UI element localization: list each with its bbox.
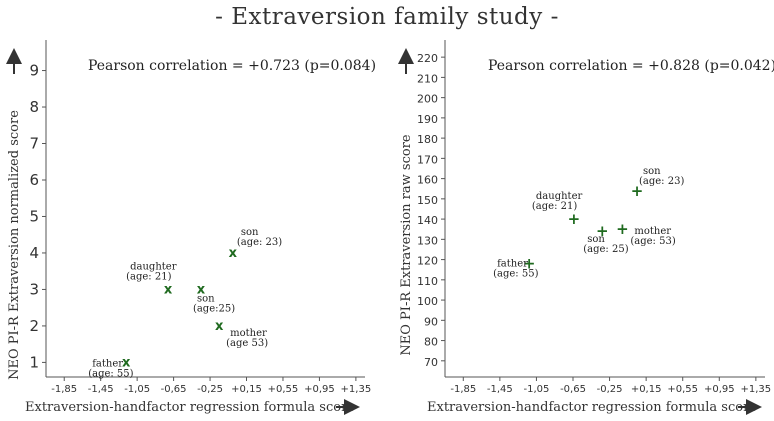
point-label: son	[643, 166, 661, 177]
point-label: (age: 25)	[583, 244, 628, 255]
x-tick-label: -0,65	[560, 384, 586, 395]
scatter-chart-2: 70 80 90 100 110 120 130 140 150 160 170 180 190 200 2…	[398, 40, 774, 415]
x-axis-label: Extraversion-handfactor regression formu…	[25, 400, 355, 415]
point-label: (age 53)	[226, 338, 268, 349]
point-label: mother	[634, 226, 671, 237]
y-tick-label: 200	[417, 93, 438, 106]
point-marker: +	[596, 222, 609, 240]
point-label: (age: 23)	[639, 176, 684, 187]
point-label: (age: 55)	[493, 269, 538, 280]
point-marker: +	[616, 220, 629, 238]
x-tick-label: +0,15	[231, 384, 262, 395]
y-axis-label: NEO PI-R Extraversion raw score	[399, 134, 414, 355]
y-tick-label: 3	[29, 280, 39, 298]
point-label: (age: 21)	[126, 271, 171, 282]
point-marker: +	[523, 255, 536, 273]
y-tick-label: 110	[417, 275, 438, 288]
x-tick-label: +0,55	[667, 384, 698, 395]
x-tick-label: +0,95	[704, 384, 735, 395]
y-axis-label: NEO PI-R Extraversion normalized score	[7, 110, 22, 380]
y-tick-label: 70	[424, 356, 438, 369]
y-tick-label: 210	[417, 72, 438, 85]
y-tick-label: 120	[417, 255, 438, 268]
data-point: + mother(age: 53)	[616, 220, 676, 247]
x-tick-label: -1,45	[487, 384, 513, 395]
x-tick-label: -1,85	[51, 384, 77, 395]
x-tick-label: -1,85	[450, 384, 476, 395]
point-label: father	[92, 358, 123, 369]
y-tick-label: 130	[417, 234, 438, 247]
x-tick-label: +0,95	[304, 384, 335, 395]
point-marker: x	[197, 282, 206, 297]
x-axis-label: Extraversion-handfactor regression formu…	[427, 400, 757, 415]
point-label: son	[197, 293, 215, 304]
point-label: father	[497, 259, 528, 270]
x-tick-label: -0,65	[161, 384, 187, 395]
data-point: +father(age: 55)	[493, 255, 538, 280]
point-marker: +	[568, 210, 581, 228]
point-label: (age: 55)	[88, 368, 133, 379]
data-point: + daughter(age: 21)	[532, 191, 583, 228]
y-tick-label: 5	[29, 207, 39, 225]
x-tick-label: -0,25	[597, 384, 623, 395]
point-label: (age:25)	[193, 303, 235, 314]
y-tick-label: 8	[29, 98, 39, 116]
point-label: son	[587, 234, 605, 245]
x-tick-label: -1,05	[124, 384, 150, 395]
x-tick-label: +0,55	[268, 384, 299, 395]
x-tick-label: +0,15	[631, 384, 662, 395]
y-tick-label: 9	[29, 62, 39, 80]
y-tick-label: 7	[29, 135, 39, 153]
correlation-annotation: Pearson correlation = +0.828 (p=0.042)	[488, 58, 774, 74]
x-tick-label: -1,45	[88, 384, 114, 395]
point-label: daughter	[536, 191, 583, 202]
y-tick-label: 220	[417, 52, 438, 65]
point-marker: x	[229, 246, 238, 261]
page-title: - Extraversion family study -	[215, 4, 559, 30]
point-marker: x	[215, 319, 224, 334]
point-marker: x	[122, 355, 131, 370]
y-tick-label: 4	[29, 244, 39, 262]
y-tick-label: 150	[417, 194, 438, 207]
y-tick-label: 100	[417, 295, 438, 308]
data-point: + son(age: 23)	[631, 166, 685, 200]
x-tick-label: -0,25	[197, 384, 223, 395]
data-point: x daughter(age: 21)	[126, 261, 177, 297]
y-tick-label: 160	[417, 174, 438, 187]
y-tick-label: 180	[417, 133, 438, 146]
point-label: (age: 53)	[630, 236, 675, 247]
point-label: (age: 23)	[237, 237, 282, 248]
y-tick-label: 6	[29, 171, 39, 189]
y-tick-label: 80	[424, 336, 438, 349]
y-tick-label: 2	[29, 317, 39, 335]
point-label: daughter	[130, 261, 177, 272]
y-tick-label: 190	[417, 113, 438, 126]
point-marker: +	[631, 182, 644, 200]
x-tick-label: +1,35	[741, 384, 772, 395]
scatter-chart-1: 1 2 3 4 5 6 7 8 9 -1,85 -1,45 -1,05 -0,65 -0,25 +0,15 +…	[6, 40, 376, 415]
point-label: (age: 21)	[532, 201, 577, 212]
x-tick-label: +1,35	[341, 384, 372, 395]
y-tick-label: 90	[424, 315, 438, 328]
y-tick-label: 1	[29, 353, 39, 371]
y-tick-label: 170	[417, 153, 438, 166]
data-point: x mother(age 53)	[215, 319, 268, 349]
point-marker: x	[164, 282, 173, 297]
y-tick-label: 140	[417, 214, 438, 227]
point-label: mother	[230, 328, 267, 339]
correlation-annotation: Pearson correlation = +0.723 (p=0.084)	[88, 58, 376, 74]
x-tick-label: -1,05	[523, 384, 549, 395]
point-label: son	[241, 227, 259, 238]
data-point: +son(age: 25)	[583, 222, 628, 255]
